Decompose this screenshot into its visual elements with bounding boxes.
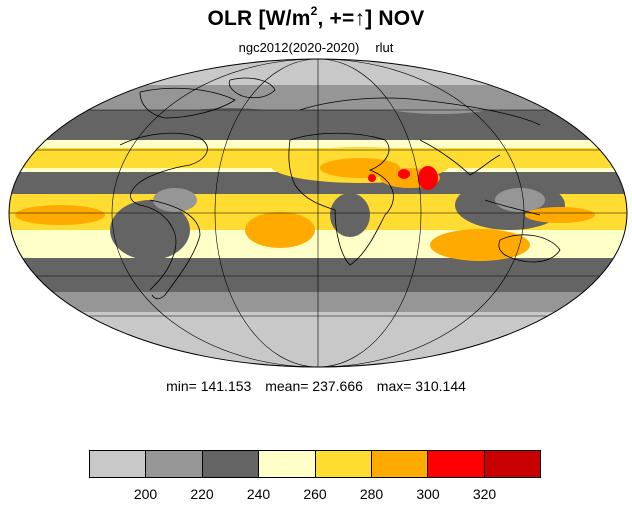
egypt-hotspot [368,174,376,182]
colorbar-segment [315,451,372,477]
band-south-storm [9,258,627,292]
arabia-hotspot [398,169,410,179]
stat-max: max= 310.144 [376,378,466,394]
red-sea-hotspot [418,166,438,190]
colorbar-segment [202,451,260,477]
colorbar-segment [428,451,485,477]
variable-label: rlut [375,40,394,55]
stat-mean: mean= 237.666 [265,378,363,394]
colorbar-segment [90,451,147,477]
field-stats: min= 141.153 mean= 237.666 max= 310.144 [0,378,632,394]
colorbar-tick-label: 280 [359,486,384,502]
colorbar-tick-label: 320 [472,486,497,502]
east-pacific-high [525,207,595,223]
band-north-storm [9,110,627,140]
colorbar-segment [146,451,203,477]
stat-min: min= 141.153 [166,378,252,394]
south-indian-high [430,229,530,261]
plot-subtitle: ngc2012(2020-2020) rlut [0,40,632,55]
band-south-midlat [9,292,627,312]
colorbar-segment [484,451,540,477]
amazon-core [153,188,197,212]
colorbar-tick-label: 200 [133,486,158,502]
colorbar-segment [371,451,429,477]
globe-outline [8,58,628,368]
graticule-meridian-120 [111,59,525,367]
congo-convection [330,193,370,237]
coastlines [119,77,561,300]
colorbar-segment [259,451,316,477]
graticule [9,59,627,367]
south-pacific-high [15,205,105,225]
siberia-gray [370,86,510,114]
colorbar-tick-label: 260 [303,486,327,502]
colorbar-tick-label: 220 [190,486,214,502]
band-south-subtropic [9,230,627,258]
maritime-core [495,188,545,212]
colorbar-tick-label: 240 [246,486,271,502]
colorbar [89,450,541,478]
olr-field [9,59,627,367]
graticule-meridian-60 [214,59,422,367]
atlantic-storm-track [170,108,290,132]
colorbar-tick-label: 300 [416,486,440,502]
plot-title: OLR [W/m2, +=↑] NOV [207,4,425,30]
south-atlantic-high [245,212,315,248]
amazon-convection [110,200,190,260]
sahara-orange [320,158,400,178]
source-label: ngc2012(2020-2020) [238,40,360,55]
